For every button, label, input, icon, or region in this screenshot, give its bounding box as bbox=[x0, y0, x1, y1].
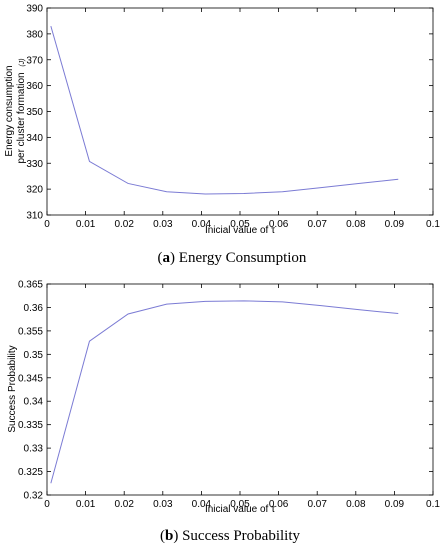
y-tick-label: 0.32 bbox=[24, 491, 44, 502]
series bbox=[50, 300, 399, 484]
y-tick-label: 370 bbox=[26, 55, 43, 66]
x-tick-label: 0 bbox=[44, 499, 50, 510]
x-tick-label: 0.06 bbox=[269, 499, 289, 510]
x-tick-label: 0.07 bbox=[307, 219, 327, 230]
caption-letter: a bbox=[163, 250, 171, 266]
x-tick-label: 0.04 bbox=[192, 219, 212, 230]
caption-text: Energy Consumption bbox=[179, 250, 307, 266]
caption-letter: b bbox=[165, 528, 173, 544]
x-ticks: 0 0.01 0.02 0.03 0.04 0.05 0.06 0.07 0.08 0.09 0.1 bbox=[44, 8, 440, 230]
x-tick-label: 0.08 bbox=[346, 219, 366, 230]
x-axis-label: Inicial value of τ bbox=[205, 504, 275, 515]
x-tick-label: 0.01 bbox=[76, 219, 96, 230]
y-axis-label-unit: (J) bbox=[19, 58, 26, 66]
x-tick-label: 0.09 bbox=[385, 499, 405, 510]
x-tick-label: 0.1 bbox=[426, 499, 440, 510]
x-tick-label: 0.08 bbox=[346, 499, 366, 510]
x-tick-label: 0.02 bbox=[114, 219, 134, 230]
y-tick-label: 0.33 bbox=[24, 444, 44, 455]
y-tick-label: 360 bbox=[26, 81, 43, 92]
series-line bbox=[50, 300, 399, 484]
y-tick-label: 0.36 bbox=[24, 303, 44, 314]
caption: (b) Success Probability bbox=[160, 528, 300, 544]
y-tick-label: 0.365 bbox=[18, 280, 43, 291]
y-tick-label: 0.355 bbox=[18, 326, 43, 337]
x-tick-label: 0.06 bbox=[269, 219, 289, 230]
y-tick-label: 320 bbox=[26, 185, 43, 196]
x-tick-label: 0.1 bbox=[426, 219, 440, 230]
x-tick-label: 0.09 bbox=[385, 219, 405, 230]
y-tick-label: 330 bbox=[26, 159, 43, 170]
x-axis-label: Inicial value of τ bbox=[205, 225, 275, 236]
svg-text:per cluster formation: per cluster formation (J) bbox=[16, 58, 27, 163]
y-ticks: 310 320 330 340 350 360 370 380 390 bbox=[26, 4, 433, 222]
y-tick-label: 380 bbox=[26, 29, 43, 40]
y-tick-label: 0.345 bbox=[18, 373, 43, 384]
y-tick-label: 0.325 bbox=[18, 467, 43, 478]
y-axis-label-line-2: per cluster formation bbox=[16, 72, 27, 163]
y-tick-label: 310 bbox=[26, 211, 43, 222]
x-tick-label: 0.02 bbox=[114, 499, 134, 510]
x-tick-label: 0.01 bbox=[76, 499, 96, 510]
x-tick-label: 0.05 bbox=[230, 219, 250, 230]
x-tick-label: 0.07 bbox=[307, 499, 327, 510]
y-axis-label-line-1: Energy consumption bbox=[4, 65, 15, 156]
x-tick-label: 0.03 bbox=[153, 499, 173, 510]
y-tick-label: 350 bbox=[26, 107, 43, 118]
y-axis-label: Energy consumption per cluster formation… bbox=[4, 58, 27, 163]
chart-energy-consumption: 310 320 330 340 350 360 370 380 390 0 0.01 0.02 0.0… bbox=[4, 4, 440, 267]
y-tick-label: 0.35 bbox=[24, 350, 44, 361]
x-tick-label: 0.04 bbox=[192, 499, 212, 510]
y-tick-label: 0.335 bbox=[18, 420, 43, 431]
y-axis-label: Success Probability bbox=[7, 345, 18, 432]
x-tick-label: 0 bbox=[44, 219, 50, 230]
caption-text: Success Probability bbox=[182, 528, 300, 544]
x-tick-label: 0.05 bbox=[230, 499, 250, 510]
svg-text:Energy consumption: Energy consumption bbox=[4, 65, 15, 156]
y-tick-label: 0.34 bbox=[24, 397, 44, 408]
plot-area-frame bbox=[46, 7, 434, 216]
caption: (a) Energy Consumption bbox=[158, 250, 307, 266]
y-tick-label: 340 bbox=[26, 133, 43, 144]
chart-success-probability: 0.32 0.325 0.33 0.335 0.34 0.345 0.35 0.355 0.36… bbox=[7, 280, 440, 545]
series-line bbox=[50, 25, 399, 195]
y-tick-label: 390 bbox=[26, 4, 43, 15]
plot-area-frame bbox=[46, 283, 434, 496]
y-ticks: 0.32 0.325 0.33 0.335 0.34 0.345 0.35 0.355 0.36… bbox=[18, 280, 433, 502]
x-ticks: 0 0.01 0.02 0.03 0.04 0.05 0.06 0.07 0.08 0.09 0.1 bbox=[44, 284, 440, 510]
series bbox=[50, 25, 399, 195]
x-tick-label: 0.03 bbox=[153, 219, 173, 230]
